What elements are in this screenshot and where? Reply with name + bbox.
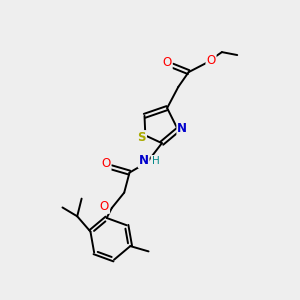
Text: N: N	[177, 122, 188, 135]
Text: N: N	[139, 154, 148, 167]
Text: O: O	[163, 56, 172, 69]
Text: H: H	[152, 156, 159, 166]
Text: S: S	[138, 131, 146, 144]
Text: O: O	[206, 54, 216, 68]
Text: O: O	[101, 157, 111, 170]
Text: O: O	[100, 200, 109, 213]
